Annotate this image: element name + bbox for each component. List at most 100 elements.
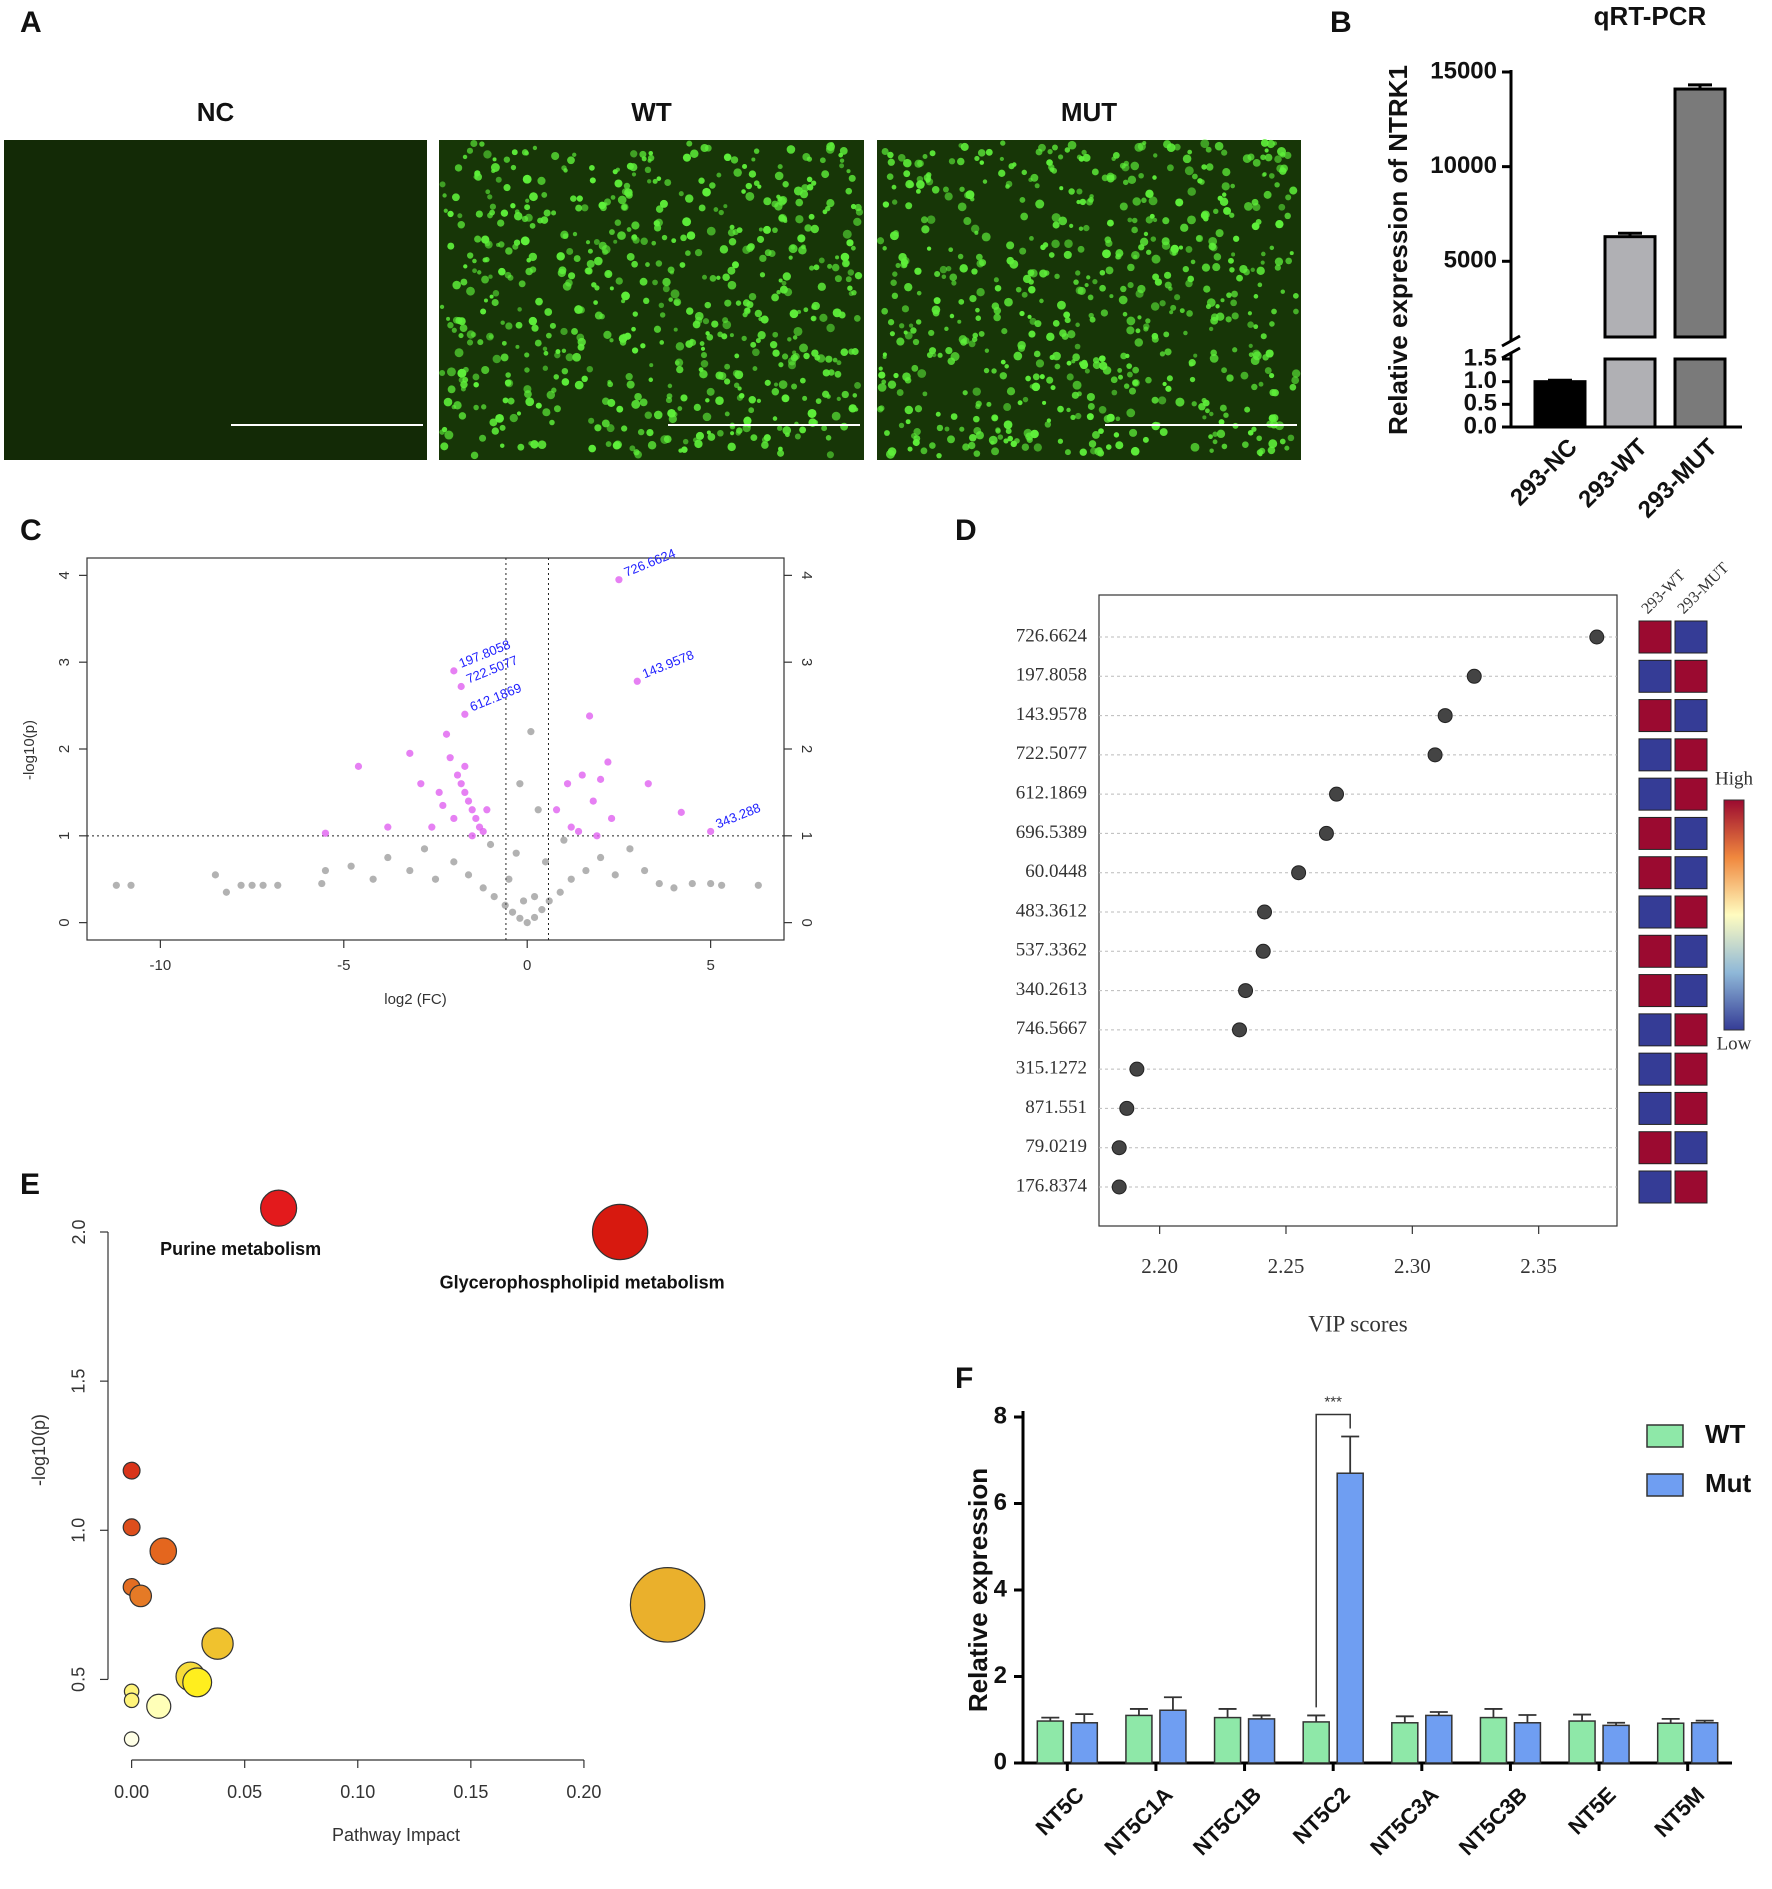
cell bbox=[453, 401, 462, 410]
cell bbox=[694, 439, 703, 449]
cell bbox=[1077, 245, 1085, 253]
cell bbox=[560, 230, 569, 239]
cell bbox=[1251, 198, 1259, 206]
x-tick-label: 2.30 bbox=[1394, 1254, 1431, 1278]
cell bbox=[537, 440, 547, 449]
cell bbox=[893, 372, 899, 379]
cell bbox=[998, 169, 1006, 177]
cell bbox=[1137, 315, 1142, 320]
cell bbox=[457, 213, 463, 219]
cell bbox=[462, 366, 469, 373]
point bbox=[483, 806, 491, 814]
cell bbox=[1061, 333, 1069, 340]
cell bbox=[951, 280, 957, 286]
cell bbox=[991, 368, 997, 374]
cell bbox=[912, 338, 920, 346]
cell bbox=[639, 277, 648, 286]
legend-label: WT bbox=[1705, 1419, 1746, 1449]
point bbox=[461, 762, 469, 770]
cell bbox=[1126, 316, 1136, 326]
cell bbox=[702, 318, 710, 325]
cell bbox=[498, 267, 506, 276]
cell bbox=[542, 365, 549, 371]
cell bbox=[637, 428, 645, 436]
cell bbox=[1064, 239, 1073, 248]
cell bbox=[1168, 286, 1173, 291]
cell bbox=[748, 395, 757, 404]
x-tick-label: NT5C bbox=[1031, 1782, 1089, 1840]
cell bbox=[659, 199, 668, 208]
cell bbox=[1007, 435, 1014, 442]
heatmap-cell bbox=[1638, 699, 1672, 733]
cell bbox=[904, 331, 913, 340]
heatmap-cell bbox=[1674, 777, 1708, 811]
cell bbox=[566, 247, 574, 255]
cell bbox=[1138, 244, 1145, 251]
y-tick-label: 2 bbox=[56, 745, 73, 753]
y-tick-label-right: 0 bbox=[798, 918, 815, 926]
cell bbox=[914, 405, 923, 413]
cell bbox=[753, 148, 760, 154]
cell bbox=[1021, 443, 1030, 451]
cell bbox=[1101, 174, 1109, 182]
cell bbox=[1274, 257, 1284, 266]
cell bbox=[452, 193, 460, 202]
cell bbox=[1112, 151, 1120, 159]
cell bbox=[945, 265, 952, 272]
cell bbox=[959, 264, 968, 273]
cell bbox=[1215, 304, 1220, 309]
cell bbox=[671, 238, 677, 244]
cell bbox=[903, 170, 911, 178]
cell bbox=[1129, 428, 1138, 437]
heatmap-cell bbox=[1638, 1052, 1672, 1086]
cell bbox=[1070, 414, 1076, 421]
cell bbox=[747, 243, 755, 251]
cell bbox=[777, 164, 783, 170]
cell bbox=[973, 426, 982, 435]
error-bar bbox=[1218, 1708, 1237, 1718]
cell bbox=[1221, 149, 1228, 156]
cell bbox=[1127, 175, 1137, 185]
cell bbox=[699, 341, 705, 346]
cell bbox=[458, 412, 467, 420]
cell bbox=[1120, 352, 1128, 360]
cell bbox=[1051, 213, 1061, 223]
cell bbox=[887, 158, 895, 166]
cell bbox=[755, 338, 761, 344]
cell bbox=[971, 268, 978, 275]
cell bbox=[819, 313, 828, 322]
cell bbox=[1054, 363, 1061, 370]
cell bbox=[702, 274, 707, 280]
cell bbox=[854, 272, 863, 280]
cell bbox=[500, 353, 509, 362]
cell bbox=[1169, 310, 1174, 315]
cell bbox=[887, 380, 897, 389]
cell bbox=[472, 268, 477, 274]
cell bbox=[480, 308, 487, 315]
cell bbox=[1050, 385, 1056, 391]
point bbox=[274, 881, 282, 889]
cell bbox=[561, 367, 569, 375]
cell bbox=[537, 217, 544, 224]
cell bbox=[446, 367, 456, 377]
cell bbox=[1257, 282, 1263, 288]
cell bbox=[1223, 206, 1232, 215]
cell bbox=[631, 326, 636, 332]
cell bbox=[1033, 443, 1042, 452]
cell bbox=[655, 218, 663, 227]
cell bbox=[705, 398, 710, 403]
point bbox=[626, 845, 634, 853]
cell bbox=[625, 373, 633, 381]
cell bbox=[655, 205, 664, 213]
cell bbox=[1076, 391, 1082, 397]
image-title: MUT bbox=[1061, 97, 1117, 127]
cell bbox=[788, 255, 793, 260]
heatmap-cell bbox=[1638, 934, 1672, 968]
cell bbox=[553, 405, 561, 413]
cell bbox=[572, 352, 582, 362]
cell bbox=[1271, 308, 1277, 315]
cell bbox=[466, 147, 474, 154]
cell bbox=[483, 298, 488, 303]
cell bbox=[801, 184, 809, 192]
cell bbox=[811, 304, 817, 310]
